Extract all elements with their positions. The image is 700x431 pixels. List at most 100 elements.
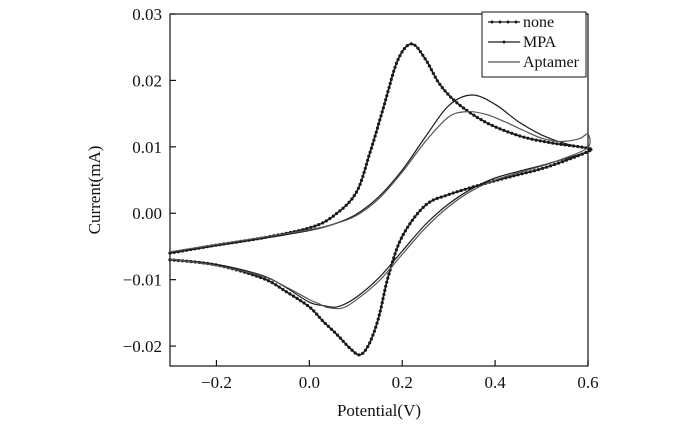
series-point-none: [538, 139, 542, 143]
series-point-none: [560, 160, 565, 164]
series-point-none: [424, 203, 428, 207]
x-tick-label: −0.2: [201, 373, 232, 392]
y-tick-label: −0.02: [123, 337, 162, 356]
series-point-none: [353, 351, 357, 355]
series-point-none: [383, 102, 387, 106]
series-point-none: [528, 170, 532, 174]
series-point-none: [394, 248, 398, 252]
series-point-none: [555, 142, 559, 146]
legend-swatch-dot: [506, 20, 510, 24]
series-point-none: [556, 161, 561, 165]
series-point-none: [435, 196, 439, 200]
series-point-none: [291, 294, 296, 298]
series-point-none: [530, 137, 534, 141]
series-point-none: [357, 353, 361, 357]
series-point-none: [344, 342, 348, 346]
series-point-none: [383, 288, 387, 292]
series-point-none: [431, 71, 435, 75]
series-point-none: [387, 85, 391, 90]
series-point-none: [375, 321, 379, 325]
series-point-none: [400, 50, 404, 54]
series-point-none: [382, 292, 386, 297]
series-point-none: [463, 187, 467, 191]
series-point-none: [547, 140, 551, 144]
series-point-none: [368, 150, 372, 154]
series-point-none: [356, 186, 360, 190]
series-point-none: [320, 318, 324, 323]
series-point-none: [388, 81, 392, 86]
series-point-none: [377, 313, 381, 317]
x-tick-label: 0.6: [577, 373, 598, 392]
x-tick-label: 0.2: [392, 373, 413, 392]
series-point-none: [385, 94, 389, 98]
series-point-none: [263, 277, 267, 281]
series-point-none: [392, 69, 396, 73]
series-point-none: [439, 195, 443, 199]
series-point-none: [335, 333, 340, 337]
y-axis-ticks: −0.02 −0.01 0.00 0.01 0.02 0.03: [123, 5, 176, 356]
series-point-none: [514, 133, 518, 137]
series-point-none: [335, 211, 339, 216]
series-point-none: [344, 203, 348, 207]
series-point-none: [443, 194, 447, 198]
series-point-none: [350, 197, 354, 201]
series-point-none: [392, 256, 396, 260]
series-point-none: [427, 64, 431, 68]
series-point-none: [386, 90, 390, 94]
series-point-none: [429, 68, 433, 72]
series-point-none: [378, 118, 382, 122]
series-point-none: [522, 135, 526, 139]
series-point-none: [386, 276, 390, 280]
series-point-none: [317, 315, 321, 319]
series-point-none: [338, 336, 342, 340]
series-point-none: [379, 305, 383, 309]
series-point-none: [435, 79, 439, 83]
legend-label-none: none: [523, 14, 554, 31]
series-point-none: [367, 154, 371, 158]
series-point-none: [413, 43, 417, 47]
series-point-none: [312, 309, 316, 313]
series-point-none: [373, 134, 377, 138]
series-point-none: [361, 174, 365, 178]
x-axis-ticks: −0.2 0.0 0.2 0.4 0.6: [201, 360, 599, 392]
series-point-none: [545, 165, 549, 169]
series-point-none: [551, 141, 555, 145]
series-point-none: [361, 351, 365, 355]
series-point-none: [372, 138, 376, 142]
series-point-none: [302, 301, 306, 305]
legend-items: none MPA Aptamer: [488, 14, 580, 71]
legend-swatch-dot: [498, 20, 502, 24]
series-point-none: [313, 224, 317, 228]
series-point-none: [384, 98, 388, 102]
series-point-none: [329, 327, 333, 331]
legend-swatch-dot: [514, 20, 518, 24]
series-point-none: [369, 146, 373, 150]
y-tick-label: 0.00: [132, 204, 162, 223]
series-point-none: [381, 106, 385, 110]
series-point-none: [418, 50, 422, 54]
series-point-none: [363, 166, 367, 170]
series-point-none: [363, 348, 368, 352]
series-point-none: [324, 219, 328, 223]
series-point-none: [401, 232, 405, 237]
series-point-none: [328, 216, 332, 221]
series-point-none: [266, 279, 270, 283]
series-point-none: [374, 325, 378, 329]
series-point-none: [341, 339, 345, 343]
series-point-none: [284, 290, 288, 294]
series-point-none: [371, 333, 375, 337]
series-point-none: [399, 236, 403, 240]
series-point-none: [380, 110, 384, 114]
series-point-none: [384, 284, 388, 288]
series-point-none: [455, 190, 459, 194]
series-point-none: [347, 345, 351, 349]
series-point-none: [446, 92, 450, 96]
series-point-none: [277, 285, 281, 289]
x-tick-label: 0.4: [484, 373, 506, 392]
series-point-none: [494, 125, 498, 129]
series-point-none: [542, 140, 547, 144]
y-tick-label: −0.01: [123, 271, 162, 290]
series-point-none: [534, 138, 538, 142]
series-point-none: [362, 170, 366, 174]
series-point-none: [377, 122, 381, 126]
